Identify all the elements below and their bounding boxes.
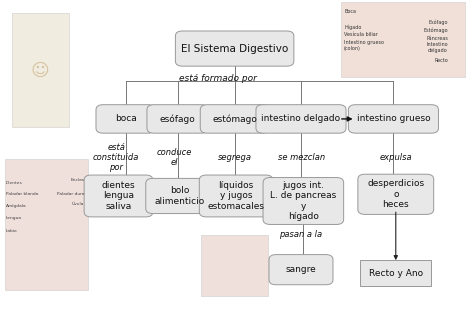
Text: desperdicios
o
heces: desperdicios o heces <box>367 180 424 209</box>
Text: esófago: esófago <box>160 114 196 124</box>
Text: Intestino grueso
(colon): Intestino grueso (colon) <box>344 40 384 51</box>
Text: intestino delgado: intestino delgado <box>262 115 340 123</box>
FancyBboxPatch shape <box>263 178 344 224</box>
FancyBboxPatch shape <box>358 174 434 214</box>
Text: El Sistema Digestivo: El Sistema Digestivo <box>181 44 288 54</box>
FancyBboxPatch shape <box>199 175 273 217</box>
Text: Úvula: Úvula <box>72 202 84 206</box>
Text: jugos int.
L. de pancreas
y
hígado: jugos int. L. de pancreas y hígado <box>270 181 337 221</box>
Text: Amígdala: Amígdala <box>6 204 27 208</box>
Text: Esófago: Esófago <box>428 19 448 24</box>
FancyBboxPatch shape <box>96 105 155 133</box>
Text: Boca: Boca <box>344 9 356 13</box>
Text: Páncreas: Páncreas <box>426 36 448 41</box>
Text: boca: boca <box>115 115 137 123</box>
Text: ☺: ☺ <box>31 61 50 79</box>
Text: se mezclan: se mezclan <box>278 153 326 162</box>
FancyBboxPatch shape <box>175 31 294 66</box>
FancyBboxPatch shape <box>12 13 69 127</box>
Text: está formado por: está formado por <box>179 74 257 83</box>
FancyBboxPatch shape <box>269 255 333 285</box>
Text: líquidos
y jugos
estomacales: líquidos y jugos estomacales <box>208 181 264 211</box>
FancyBboxPatch shape <box>147 105 209 133</box>
Text: Estómago: Estómago <box>423 27 448 33</box>
Text: pasan a la: pasan a la <box>280 230 322 239</box>
Text: Dientes: Dientes <box>6 181 22 185</box>
Text: intestino grueso: intestino grueso <box>356 115 430 123</box>
FancyBboxPatch shape <box>146 178 214 214</box>
Text: Lengua: Lengua <box>6 216 22 220</box>
Text: Hígado: Hígado <box>344 24 362 29</box>
Text: estómago: estómago <box>212 114 257 124</box>
Text: Intestino
delgado: Intestino delgado <box>426 42 448 53</box>
FancyBboxPatch shape <box>341 2 465 77</box>
Text: Vesícula biliar: Vesícula biliar <box>344 32 378 37</box>
Text: expulsa: expulsa <box>380 153 412 162</box>
FancyBboxPatch shape <box>200 105 269 133</box>
Text: conduce
el: conduce el <box>157 148 192 167</box>
FancyBboxPatch shape <box>360 260 431 286</box>
Text: segrega: segrega <box>218 153 252 162</box>
Text: Labio: Labio <box>6 229 18 233</box>
FancyBboxPatch shape <box>5 159 88 290</box>
FancyBboxPatch shape <box>348 105 438 133</box>
FancyBboxPatch shape <box>84 175 153 217</box>
Text: Paladar blando: Paladar blando <box>6 192 38 196</box>
Text: dientes
lengua
saliva: dientes lengua saliva <box>102 181 135 211</box>
Text: Encías: Encías <box>70 178 84 182</box>
Text: sangre: sangre <box>286 265 316 274</box>
Text: bolo
alimenticio: bolo alimenticio <box>155 186 205 206</box>
Text: Recto: Recto <box>434 58 448 63</box>
Text: Recto y Ano: Recto y Ano <box>369 269 423 277</box>
FancyBboxPatch shape <box>256 105 346 133</box>
Text: Paladar duro: Paladar duro <box>57 192 84 196</box>
FancyBboxPatch shape <box>201 234 268 296</box>
Text: está
constituida
por: está constituida por <box>93 143 139 172</box>
